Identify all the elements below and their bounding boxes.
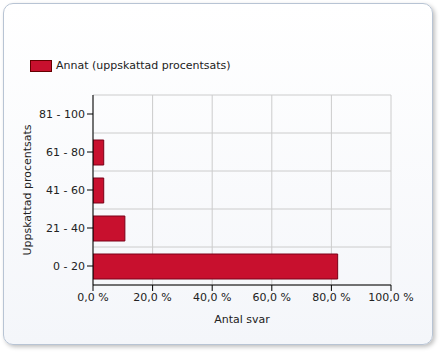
svg-text:Uppskattad procentsats: Uppskattad procentsats: [21, 124, 34, 255]
svg-text:60,0 %: 60,0 %: [253, 291, 291, 304]
svg-text:40,0 %: 40,0 %: [193, 291, 231, 304]
svg-text:80,0 %: 80,0 %: [312, 291, 350, 304]
svg-text:20,0 %: 20,0 %: [133, 291, 171, 304]
svg-text:81 - 100: 81 - 100: [39, 108, 85, 121]
svg-text:Antal svar: Antal svar: [214, 313, 270, 326]
svg-text:41 - 60: 41 - 60: [46, 184, 85, 197]
svg-text:61 - 80: 61 - 80: [46, 146, 85, 159]
svg-text:21 - 40: 21 - 40: [46, 222, 85, 235]
html-text:Annat (uppskattad procentsats): Annat (uppskattad procentsats): [56, 59, 231, 72]
svg-text:0 - 20: 0 - 20: [53, 260, 85, 273]
svg-text:100,0 %: 100,0 %: [368, 291, 413, 304]
svg-text:0,0 %: 0,0 %: [77, 291, 108, 304]
